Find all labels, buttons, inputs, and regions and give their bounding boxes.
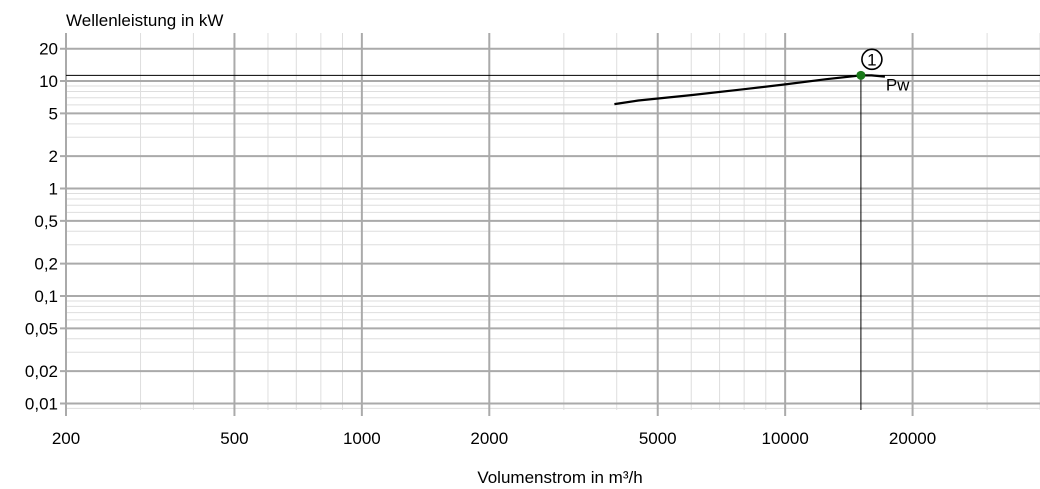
grid-major: [60, 33, 1040, 416]
x-tick-label: 5000: [639, 429, 677, 448]
series-label-pw: Pw: [886, 76, 910, 95]
x-tick-label: 500: [220, 429, 248, 448]
y-tick-label: 0,05: [25, 319, 58, 338]
y-tick-label: 20: [39, 40, 58, 59]
operating-point-number: 1: [867, 50, 876, 69]
x-tick-label: 2000: [470, 429, 508, 448]
operating-point-reference-lines: [66, 74, 1040, 410]
operating-point-group: 1: [856, 48, 883, 80]
y-tick-label: 0,2: [34, 255, 58, 274]
y-tick-label: 0,01: [25, 394, 58, 413]
y-tick-label: 5: [49, 104, 58, 123]
y-tick-label: 2: [49, 147, 58, 166]
operating-point-dot: [856, 70, 866, 80]
y-tick-label: 1: [49, 180, 58, 199]
y-axis-label: Wellenleistung in kW: [66, 11, 223, 30]
x-axis-label: Volumenstrom in m³/h: [477, 468, 642, 487]
series-line-pw: [614, 74, 885, 106]
y-tick-label: 10: [39, 72, 58, 91]
y-tick-labels: 20 10 5 2 1 0,5 0,2 0,1 0,05 0,02 0,01: [25, 40, 58, 414]
x-tick-label: 200: [52, 429, 80, 448]
y-tick-label: 0,5: [34, 212, 58, 231]
x-tick-label: 1000: [343, 429, 381, 448]
y-tick-label: 0,02: [25, 362, 58, 381]
operating-point-badge: [861, 48, 883, 71]
series-group: Pw: [614, 74, 910, 106]
x-tick-label: 20000: [889, 429, 936, 448]
x-tick-label: 10000: [762, 429, 809, 448]
x-tick-labels: 200 500 1000 2000 5000 10000 20000: [52, 429, 936, 448]
y-tick-label: 0,1: [34, 287, 58, 306]
